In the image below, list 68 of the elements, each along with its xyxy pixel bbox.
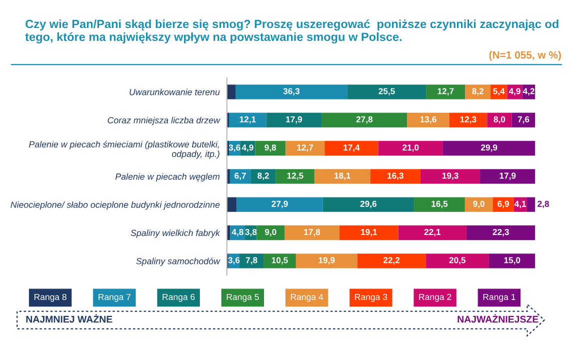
text: Ranga 4	[290, 294, 324, 302]
data-label: 8,2	[472, 88, 484, 96]
y-tick-label: Spaliny wielkich fabryk	[130, 230, 220, 238]
data-label: 13,6	[420, 116, 436, 124]
text: Ranga 7	[98, 294, 131, 302]
y-tick-label: Spaliny samochodów	[136, 258, 220, 266]
data-label: 9,0	[264, 228, 276, 236]
data-label: 3,8	[245, 228, 257, 236]
data-label: 4,1	[514, 200, 526, 208]
data-label: 17,9	[500, 172, 516, 180]
text: NAJMNIEJ WAŻNE	[26, 314, 112, 323]
data-label: 27,9	[272, 200, 288, 208]
data-label: 7,8	[246, 257, 258, 264]
data-label: 3,6	[228, 144, 240, 152]
data-label: 16,3	[388, 172, 404, 180]
data-label: 8,0	[494, 116, 506, 124]
data-label: 12,5	[287, 172, 304, 180]
text: Ranga 3	[355, 294, 388, 302]
data-label: 7,6	[518, 116, 530, 124]
text: Ranga 8	[34, 294, 66, 302]
data-label: 17,9	[286, 116, 302, 124]
y-tick-label: Coraz mniejsza liczba drzew	[108, 116, 220, 126]
data-label: 4,2	[522, 88, 534, 96]
data-label: 12,7	[297, 144, 314, 152]
data-label: 20,5	[449, 257, 466, 264]
y-tick-label: Palenie w piecach śmieciami (plastikowe butelki, odpady, itp.)	[29, 140, 220, 159]
data-label: 4,8	[232, 228, 244, 236]
data-label: 5,4	[493, 88, 505, 96]
text: Ranga 6	[162, 294, 195, 302]
data-label: 9,0	[473, 200, 484, 208]
data-label: 9,8	[264, 144, 276, 152]
data-label: 4,9	[508, 88, 520, 96]
data-label: 22,1	[424, 228, 441, 236]
data-label: 12,7	[438, 88, 454, 96]
data-label: 21,0	[402, 144, 419, 152]
data-label: 4,9	[242, 144, 254, 152]
data-label: 8,2	[258, 172, 269, 180]
data-label: 2,8	[538, 200, 550, 208]
data-label: 27,8	[356, 116, 373, 124]
data-label: 19,9	[318, 257, 335, 264]
data-label: 15,0	[504, 257, 520, 264]
data-label: 6,9	[498, 200, 509, 208]
data-label: 36,3	[283, 88, 300, 96]
data-label: 22,2	[383, 257, 400, 264]
data-label: 6,7	[234, 172, 246, 180]
data-label: 25,5	[378, 88, 395, 96]
data-label: 22,3	[492, 228, 509, 236]
chart-title: Czy wie Pan/Pani skąd bierze się smog? Proszę uszeregować poniższe czynniki zaczynając od tego, które ma największy wpływ na powstawanie smogu w Polsce.	[25, 19, 558, 44]
data-label: 10,5	[272, 257, 288, 264]
data-label: 19,1	[361, 228, 378, 236]
text: Ranga 5	[226, 294, 259, 302]
text: NAJWAŻNIEJSZE	[458, 314, 538, 323]
data-label: 16,5	[432, 200, 448, 208]
y-tick-label: Nieocieplone/ słabo ocieplone budynki jednorodzinne	[10, 201, 220, 210]
y-tick-label: Uwarunkowanie terenu	[130, 88, 220, 96]
data-label: 29,6	[360, 200, 376, 208]
data-label: 17,4	[344, 144, 360, 152]
chart-subtitle: (N=1 055, w %)	[489, 50, 561, 61]
text: Ranga 2	[419, 294, 452, 302]
data-label: 19,3	[442, 172, 458, 180]
text: Ranga 1	[483, 294, 516, 302]
y-tick-label: Palenie w piecach węglem	[115, 173, 220, 182]
data-label: 12,3	[460, 116, 476, 124]
data-label: 18,1	[334, 172, 350, 180]
data-label: 29,9	[481, 144, 498, 152]
data-label: 3,6	[228, 257, 240, 264]
data-label: 17,8	[304, 228, 320, 236]
data-label: 12,1	[240, 116, 256, 124]
